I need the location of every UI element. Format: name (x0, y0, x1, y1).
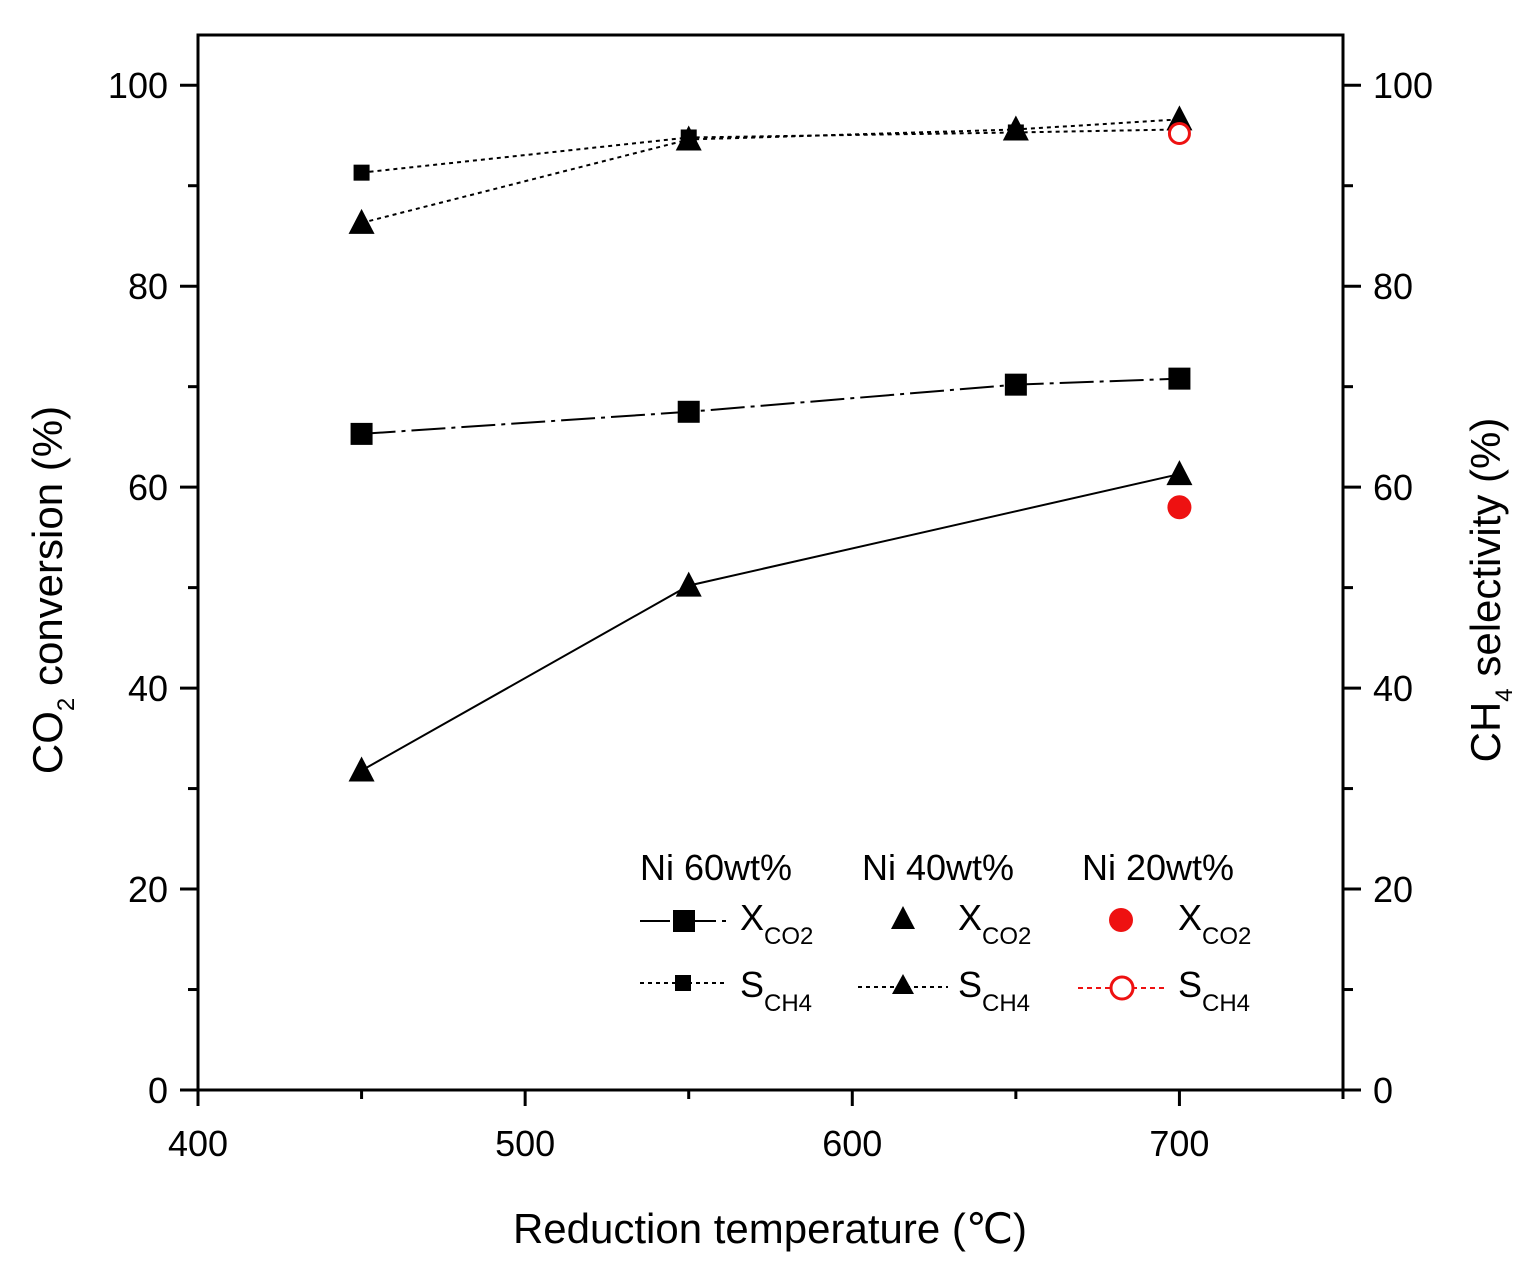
data-point-ni40-x (675, 571, 702, 597)
series-line-ni40-x (361, 473, 1180, 772)
data-point-ni60-x (677, 400, 700, 423)
y-left-axis-title: CO2 conversion (%) (24, 406, 80, 774)
data-point-ni40-s (348, 208, 375, 234)
y-left-tick-label: 20 (128, 869, 168, 910)
data-point-ni60-x (1168, 367, 1191, 390)
x-tick-label: 400 (168, 1123, 228, 1164)
legend-marker-ni20-s (1109, 975, 1135, 1001)
legend-group-title: Ni 40wt% (862, 847, 1014, 888)
y-left-tick-label: 80 (128, 266, 168, 307)
data-point-ni40-x (348, 756, 375, 782)
legend-marker-ni60-s (675, 975, 691, 991)
y-left-tick-label: 60 (128, 467, 168, 508)
legend-marker-ni40-x (891, 906, 915, 929)
data-point-ni20-x (1167, 495, 1192, 520)
y-right-tick-label: 20 (1373, 869, 1413, 910)
data-point-ni40-x (1166, 460, 1193, 486)
x-axis-ticks: 400 500 600 700 (168, 1090, 1345, 1164)
legend-marker-ni40-s (892, 974, 914, 994)
y-left-axis-ticks: 0 20 40 60 80 100 (108, 65, 198, 1111)
y-left-tick-label: 40 (128, 668, 168, 709)
data-point-ni60-s (353, 164, 370, 181)
data-point-ni40-s (675, 125, 702, 151)
legend-marker-ni20-x (1109, 908, 1133, 932)
legend-group-title: Ni 60wt% (640, 847, 792, 888)
series-line-ni40-s (361, 118, 1180, 224)
y-right-tick-label: 0 (1373, 1070, 1393, 1111)
series-layer (348, 105, 1193, 782)
legend: Ni 60wt% Ni 40wt% Ni 20wt% XCO2 SCH4 XCO… (640, 847, 1251, 1017)
y-right-axis-title: CH4 selectivity (%) (1462, 418, 1518, 763)
x-axis-title: Reduction temperature (℃) (513, 1205, 1027, 1252)
x-tick-label: 600 (822, 1123, 882, 1164)
legend-label-ni40-s: SCH4 (958, 964, 1030, 1017)
legend-label-ni40-x: XCO2 (958, 897, 1031, 950)
y-right-tick-label: 60 (1373, 467, 1413, 508)
y-left-tick-label: 100 (108, 65, 168, 106)
y-left-tick-label: 0 (148, 1070, 168, 1111)
series-line-ni60-x (361, 377, 1180, 435)
data-point-ni60-x (350, 422, 373, 445)
x-tick-label: 700 (1149, 1123, 1209, 1164)
data-point-ni60-x (1004, 373, 1027, 396)
legend-marker-ni60-x (673, 910, 695, 932)
y-right-tick-label: 100 (1373, 65, 1433, 106)
legend-label-ni20-s: SCH4 (1178, 964, 1250, 1017)
y-right-axis-ticks: 0 20 40 60 80 100 (1343, 65, 1433, 1111)
legend-label-ni60-s: SCH4 (740, 964, 812, 1017)
y-right-tick-label: 40 (1373, 668, 1413, 709)
series-line-ni60-s (361, 128, 1180, 174)
x-tick-label: 500 (495, 1123, 555, 1164)
data-point-ni40-s (1002, 115, 1029, 141)
legend-label-ni60-x: XCO2 (740, 897, 813, 950)
legend-group-title: Ni 20wt% (1082, 847, 1234, 888)
data-point-ni20-s (1167, 121, 1191, 145)
plot-frame (196, 33, 1345, 1092)
legend-label-ni20-x: XCO2 (1178, 897, 1251, 950)
y-right-tick-label: 80 (1373, 266, 1413, 307)
